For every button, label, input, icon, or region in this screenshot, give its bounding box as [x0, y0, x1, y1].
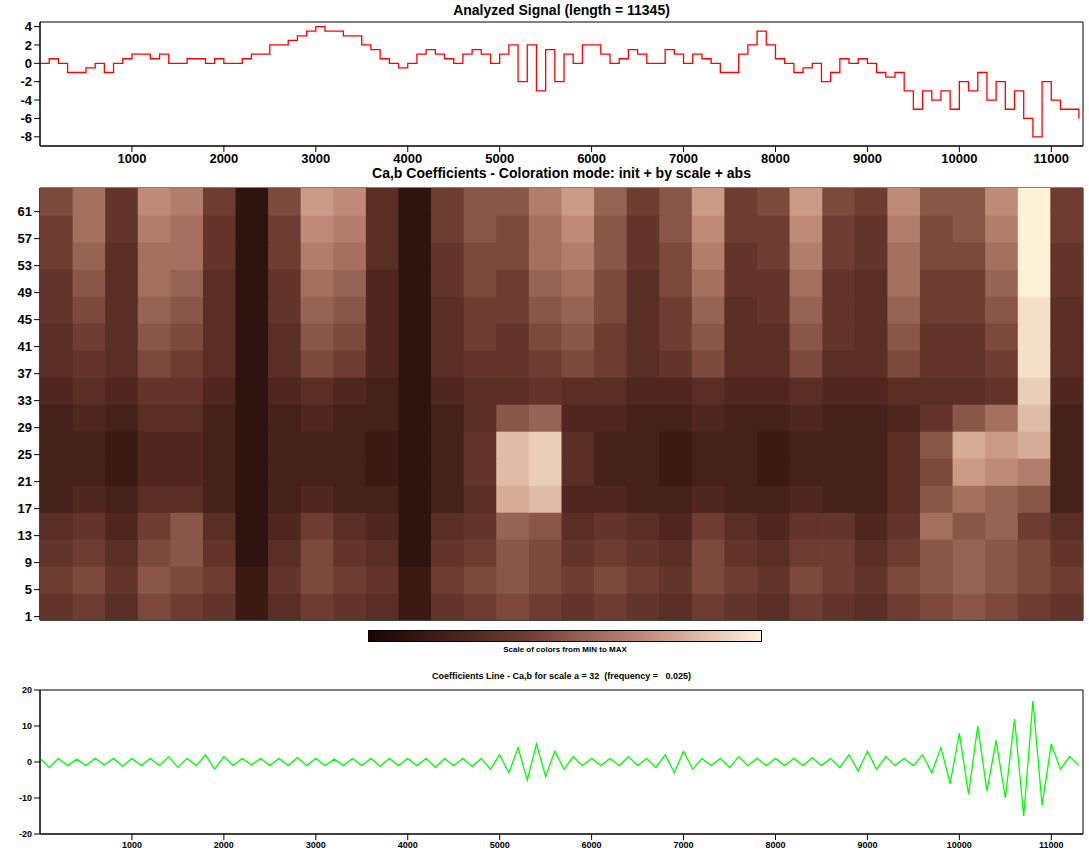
svg-text:5: 5: [25, 582, 32, 597]
svg-text:11000: 11000: [1039, 840, 1064, 850]
svg-text:8000: 8000: [765, 840, 785, 850]
svg-text:8000: 8000: [761, 151, 790, 166]
html-text:Analyzed Signal (length = 1134: Analyzed Signal (length = 11345): [453, 2, 670, 18]
svg-text:3000: 3000: [306, 840, 326, 850]
svg-text:7000: 7000: [669, 151, 698, 166]
svg-text:25: 25: [18, 447, 32, 462]
svg-text:2000: 2000: [214, 840, 234, 850]
svg-text:45: 45: [18, 312, 32, 327]
svg-text:-8: -8: [20, 129, 32, 144]
svg-text:4: 4: [25, 19, 33, 34]
svg-text:0: 0: [25, 56, 32, 71]
svg-text:3000: 3000: [301, 151, 330, 166]
svg-text:9000: 9000: [853, 151, 882, 166]
html-text:Ca,b Coefficients - Coloration: Ca,b Coefficients - Coloration mode: ini…: [372, 165, 751, 181]
svg-text:9: 9: [25, 555, 32, 570]
svg-text:20: 20: [22, 685, 32, 695]
svg-text:21: 21: [18, 474, 32, 489]
svg-text:-6: -6: [20, 111, 32, 126]
svg-text:37: 37: [18, 366, 32, 381]
svg-text:53: 53: [18, 258, 32, 273]
svg-text:10000: 10000: [947, 840, 972, 850]
svg-text:-2: -2: [20, 74, 32, 89]
svg-text:49: 49: [18, 285, 32, 300]
svg-text:6000: 6000: [582, 840, 602, 850]
svg-text:61: 61: [18, 204, 32, 219]
svg-text:33: 33: [18, 393, 32, 408]
svg-text:-20: -20: [19, 829, 32, 839]
svg-text:1000: 1000: [117, 151, 146, 166]
svg-text:10: 10: [22, 721, 32, 731]
svg-text:41: 41: [18, 339, 32, 354]
html-text:Coefficients Line - Ca,b for s: Coefficients Line - Ca,b for scale a = 3…: [432, 671, 691, 681]
svg-text:17: 17: [18, 501, 32, 516]
svg-text:-4: -4: [20, 93, 32, 108]
svg-text:7000: 7000: [674, 840, 694, 850]
svg-text:5000: 5000: [485, 151, 514, 166]
svg-text:6000: 6000: [577, 151, 606, 166]
svg-text:1000: 1000: [122, 840, 142, 850]
svg-text:11000: 11000: [1034, 151, 1069, 166]
svg-text:13: 13: [18, 528, 32, 543]
svg-text:2: 2: [25, 38, 32, 53]
html-text:Scale of colors from MIN to MA: Scale of colors from MIN to MAX: [503, 645, 627, 654]
svg-text:5000: 5000: [490, 840, 510, 850]
svg-text:29: 29: [18, 420, 32, 435]
svg-text:10000: 10000: [941, 151, 977, 166]
svg-text:1: 1: [25, 609, 32, 624]
svg-text:0: 0: [27, 757, 32, 767]
svg-text:9000: 9000: [857, 840, 877, 850]
svg-text:57: 57: [18, 231, 32, 246]
svg-text:4000: 4000: [398, 840, 418, 850]
svg-text:-10: -10: [19, 793, 32, 803]
svg-text:4000: 4000: [393, 151, 422, 166]
svg-text:2000: 2000: [209, 151, 238, 166]
